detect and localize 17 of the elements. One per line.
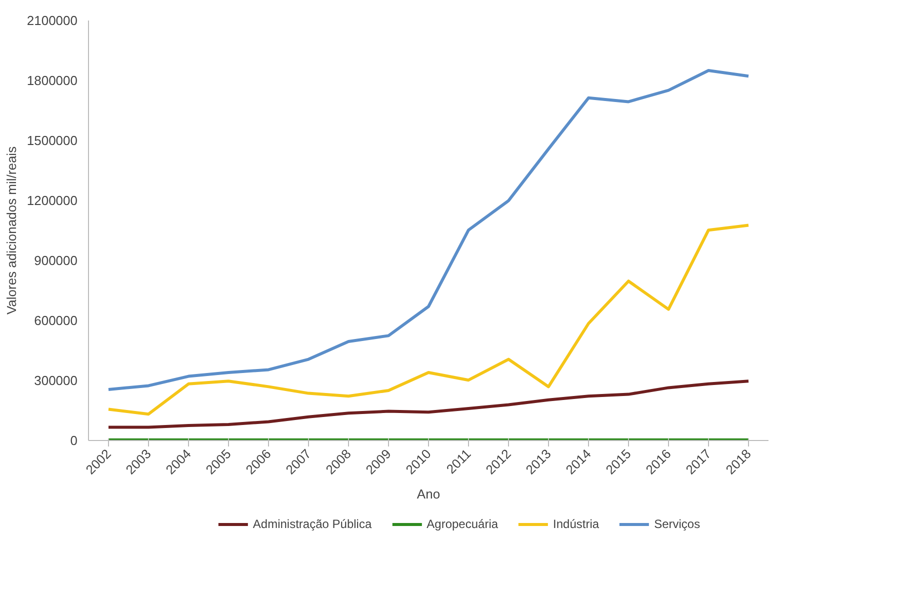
y-tick-label: 0: [70, 433, 78, 448]
line-series: [107, 224, 750, 416]
line-series: [107, 69, 750, 391]
y-tick-label: 900000: [34, 253, 78, 268]
y-tick-label: 1800000: [26, 73, 78, 88]
y-tick-label: 600000: [34, 313, 78, 328]
legend-label: Serviços: [654, 517, 700, 531]
y-tick-label: 1200000: [26, 193, 78, 208]
legend-label: Administração Pública: [252, 517, 372, 531]
legend-label: Agropecuária: [426, 517, 498, 531]
y-tick-label: 2100000: [26, 13, 78, 28]
x-axis-title: Ano: [416, 486, 440, 502]
y-axis-title: Valores adicionados mil/reais: [4, 146, 19, 315]
line-series: [107, 380, 750, 429]
y-tick-label: 1500000: [26, 133, 78, 148]
y-tick-label: 300000: [34, 373, 78, 388]
legend-label: Indústria: [553, 517, 600, 531]
